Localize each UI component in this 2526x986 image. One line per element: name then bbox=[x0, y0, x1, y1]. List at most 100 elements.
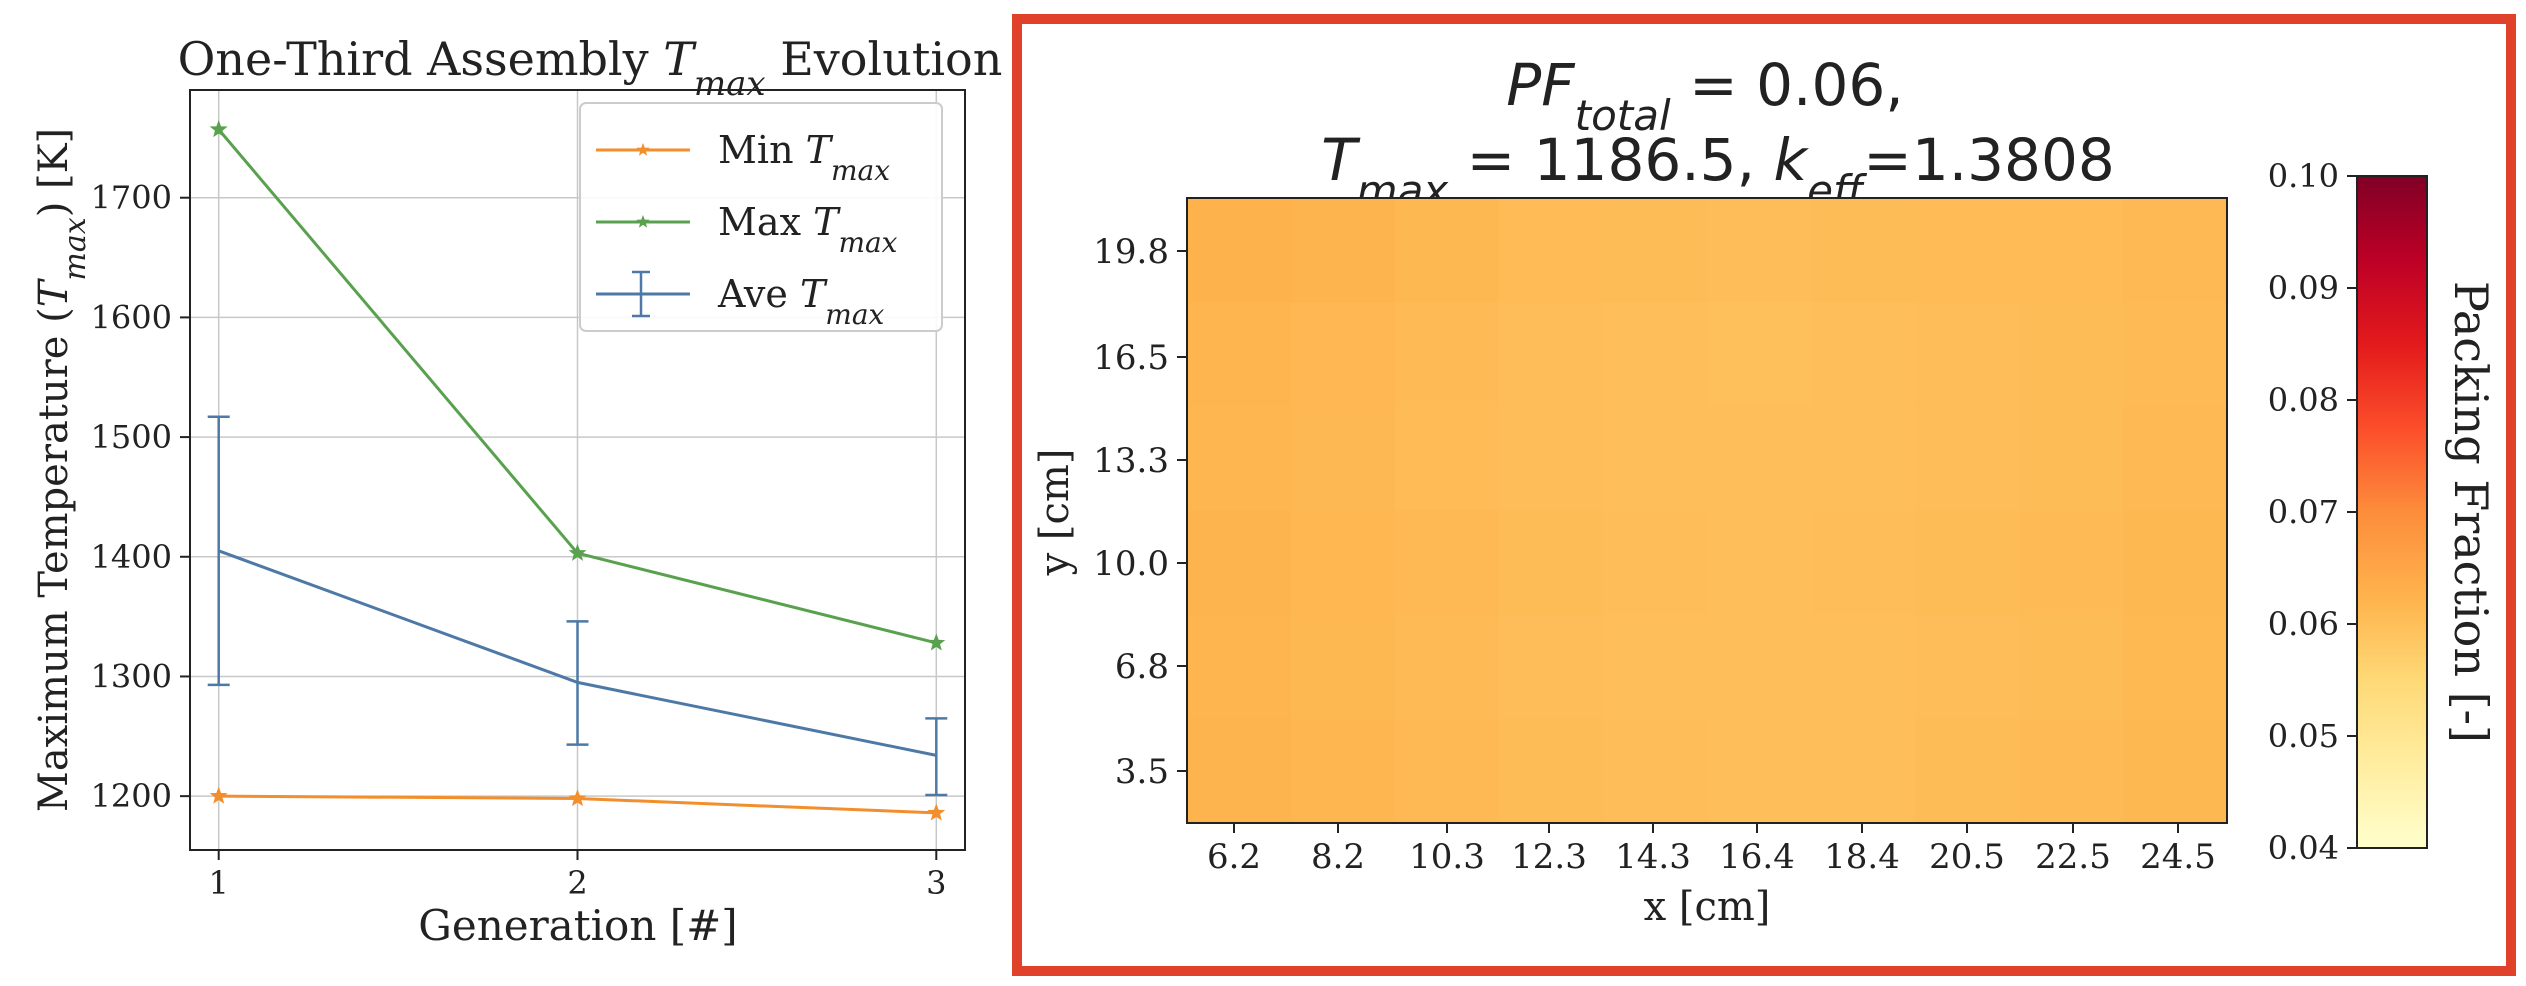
heatmap-cell bbox=[1811, 406, 1916, 512]
heatmap-cell bbox=[2123, 614, 2228, 720]
heatmap-y-axis-label: y [cm] bbox=[1032, 449, 1078, 577]
heatmap-cell bbox=[2123, 510, 2228, 616]
heatmap-cell bbox=[1603, 614, 1708, 720]
y-tick-label: 1200 bbox=[91, 777, 172, 815]
line-chart-y-axis-label: Maximum Temperature (Tmax) [K] bbox=[31, 128, 93, 812]
heatmap-cell bbox=[1603, 718, 1708, 824]
y-tick-label: 16.5 bbox=[1093, 338, 1169, 378]
x-tick-label: 10.3 bbox=[1409, 837, 1485, 877]
heatmap-cell bbox=[2019, 510, 2124, 616]
x-tick-label: 14.3 bbox=[1615, 837, 1691, 877]
x-tick-label: 12.3 bbox=[1511, 837, 1587, 877]
heatmap-cell bbox=[1187, 718, 1292, 824]
heatmap-cell bbox=[1499, 302, 1604, 407]
x-tick-label: 16.4 bbox=[1719, 837, 1795, 877]
heatmap-title-line-2: Tmax = 1186.5, keff=1.3808 bbox=[1321, 126, 2115, 215]
heatmap-cell bbox=[1811, 510, 1916, 616]
heatmap-cell bbox=[2019, 198, 2124, 303]
legend-entry: Max Tmax bbox=[596, 200, 898, 259]
x-tick-label: 3 bbox=[926, 864, 946, 902]
line-chart-x-axis-label: Generation [#] bbox=[418, 901, 737, 950]
y-tick-label: 1400 bbox=[91, 538, 172, 576]
y-tick-label: 1600 bbox=[91, 298, 172, 336]
heatmap-cell bbox=[1499, 510, 1604, 616]
heatmap-cell bbox=[2019, 406, 2124, 512]
heatmap-cell bbox=[1499, 614, 1604, 720]
heatmap-plot-frame bbox=[1186, 197, 2228, 824]
heatmap-cell bbox=[1187, 302, 1292, 407]
legend-box bbox=[579, 102, 943, 332]
heatmap-cell bbox=[1603, 406, 1708, 512]
series-ave-tmax bbox=[207, 415, 948, 797]
heatmap-cell bbox=[1499, 198, 1604, 303]
heatmap-cell bbox=[1707, 302, 1812, 407]
colorbar-ticks: 0.04 0.05 0.06 0.07 0.08 0.09 0.10 bbox=[2268, 157, 2357, 867]
line-chart-title: One-Third Assembly Tmax Evolution bbox=[178, 32, 1003, 104]
heatmap-title-line-1: PFtotal = 0.06, bbox=[1506, 51, 1903, 140]
line-chart-series bbox=[207, 120, 948, 821]
x-tick-label: 22.5 bbox=[2035, 837, 2111, 877]
line-chart-legend: Min Tmax Max Tmax Ave Tmax bbox=[579, 102, 943, 332]
heatmap-cell bbox=[1915, 510, 2020, 616]
x-tick-label: 20.5 bbox=[1929, 837, 2005, 877]
heatmap-cell bbox=[1915, 198, 2020, 303]
colorbar-tick-label: 0.09 bbox=[2268, 269, 2339, 307]
colorbar-tick-label: 0.10 bbox=[2268, 157, 2339, 195]
heatmap-cell bbox=[1915, 718, 2020, 824]
heatmap-y-ticks: 3.5 6.8 10.0 13.3 16.5 19.8 bbox=[1093, 232, 1187, 792]
colorbar-tick-label: 0.06 bbox=[2268, 605, 2339, 643]
heatmap-cell bbox=[1707, 614, 1812, 720]
series-min-tmax bbox=[209, 786, 946, 821]
data-point bbox=[927, 633, 946, 651]
heatmap-cell bbox=[1187, 198, 1292, 303]
legend-label: Min Tmax bbox=[718, 128, 890, 187]
data-point bbox=[927, 803, 946, 821]
heatmap-cell bbox=[1395, 614, 1500, 720]
line-chart-x-ticks: 1 2 3 bbox=[209, 850, 946, 902]
y-tick-label: 19.8 bbox=[1093, 232, 1169, 272]
heatmap-cell bbox=[2123, 718, 2228, 824]
x-tick-label: 8.2 bbox=[1311, 837, 1365, 877]
heatmap-cell bbox=[1603, 302, 1708, 407]
heatmap-cell bbox=[1395, 718, 1500, 824]
heatmap-cell bbox=[1811, 718, 1916, 824]
heatmap-cell bbox=[1915, 302, 2020, 407]
heatmap-cell bbox=[1187, 406, 1292, 512]
y-tick-label: 13.3 bbox=[1093, 441, 1169, 481]
colorbar-tick-label: 0.08 bbox=[2268, 381, 2339, 419]
x-tick-label: 18.4 bbox=[1824, 837, 1900, 877]
colorbar-label: Packing Fraction [-] bbox=[2444, 281, 2498, 743]
heatmap-cell bbox=[1291, 614, 1396, 720]
heatmap-cell bbox=[1291, 718, 1396, 824]
heatmap-cell bbox=[2123, 302, 2228, 407]
heatmap-cell bbox=[2123, 198, 2228, 303]
heatmap-cell bbox=[1915, 614, 2020, 720]
legend-entry: Min Tmax bbox=[596, 128, 890, 187]
heatmap-cell bbox=[1603, 510, 1708, 616]
heatmap-cell bbox=[1395, 302, 1500, 407]
heatmap-cell bbox=[1499, 406, 1604, 512]
heatmap-cell bbox=[2019, 302, 2124, 407]
heatmap-cells bbox=[1187, 198, 2228, 824]
legend-entry: Ave Tmax bbox=[596, 270, 885, 331]
legend-label: Ave Tmax bbox=[717, 272, 885, 331]
heatmap-x-ticks: 6.2 8.2 10.3 12.3 14.3 16.4 18.4 20.5 22.5 24.5 bbox=[1207, 823, 2216, 877]
y-tick-label: 1300 bbox=[91, 657, 172, 695]
legend-marker bbox=[636, 143, 650, 156]
colorbar-tick-label: 0.05 bbox=[2268, 717, 2339, 755]
data-point bbox=[209, 786, 228, 804]
heatmap-panel: PFtotal = 0.06, Tmax = 1186.5, keff=1.38… bbox=[1012, 14, 2516, 976]
legend-label: Max Tmax bbox=[718, 200, 898, 259]
y-tick-label: 10.0 bbox=[1093, 544, 1169, 584]
y-tick-label: 1500 bbox=[91, 418, 172, 456]
highlight-box bbox=[1012, 14, 2516, 976]
heatmap-cell bbox=[1291, 302, 1396, 407]
heatmap-x-axis-label: x [cm] bbox=[1644, 884, 1771, 930]
heatmap-cell bbox=[1915, 406, 2020, 512]
colorbar-tick-label: 0.04 bbox=[2268, 829, 2339, 867]
data-point bbox=[209, 120, 228, 138]
x-tick-label: 2 bbox=[567, 864, 587, 902]
y-tick-label: 3.5 bbox=[1115, 752, 1169, 792]
heatmap-cell bbox=[1395, 510, 1500, 616]
